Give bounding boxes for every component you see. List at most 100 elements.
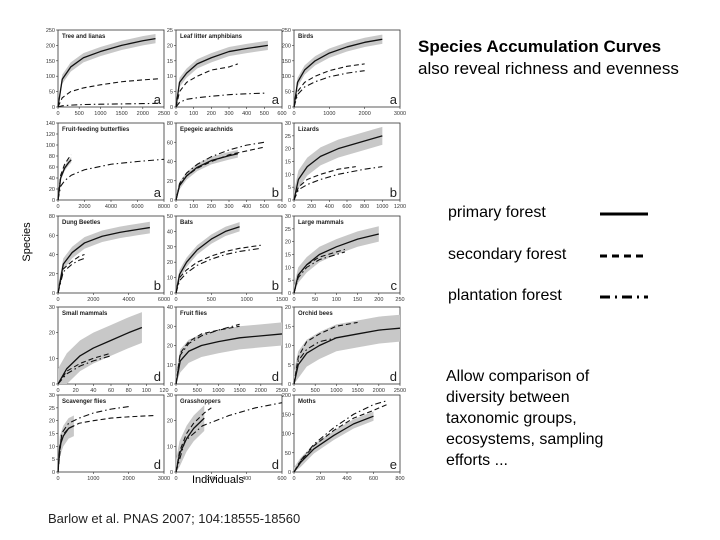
x-tick-label: 1200 — [394, 204, 406, 210]
panel-letter: a — [272, 92, 280, 107]
panel-letter: d — [154, 369, 161, 384]
y-tick-label: 0 — [52, 198, 55, 204]
dashdot-series-line — [175, 247, 261, 294]
x-tick-label: 400 — [325, 204, 334, 210]
dashdot-line-swatch — [600, 295, 648, 299]
y-tick-label: 15 — [285, 324, 291, 330]
panel-letter: d — [154, 457, 161, 472]
panel: 0 50 100 150 200 250 0 1000 2000 3000 Birds a — [282, 28, 406, 117]
y-tick-label: 50 — [285, 90, 291, 96]
x-tick-label: 60 — [108, 388, 114, 394]
y-tick-label: 25 — [285, 134, 291, 140]
x-tick-label: 600 — [277, 204, 286, 210]
confidence-band — [294, 34, 383, 108]
dashed-series-line — [293, 404, 387, 473]
y-tick-label: 20 — [49, 419, 55, 425]
y-tick-label: 20 — [167, 43, 173, 49]
panel: 0 10 20 30 40 0 500 1000 1500 2000 2500 Fruit flies… — [167, 305, 288, 394]
dashdot-series-line — [175, 141, 265, 201]
y-tick-label: 0 — [288, 291, 291, 297]
y-tick-label: 0 — [170, 470, 173, 476]
y-tick-label: 20 — [49, 331, 55, 337]
solid-series-line — [293, 135, 383, 201]
dashed-line-swatch — [600, 254, 648, 258]
y-tick-label: 0 — [170, 382, 173, 388]
y-tick-label: 10 — [167, 74, 173, 80]
dashed-series-line — [293, 166, 356, 201]
x-tick-label: 2000 — [255, 388, 267, 394]
panel: 0 5 10 15 20 25 30 0 50 100 150 200 250 Large mammals… — [285, 214, 405, 303]
panel: 0 50 100 150 200 0 200 400 600 800 Moths e — [282, 393, 405, 482]
y-tick-label: 0 — [288, 470, 291, 476]
x-tick-label: 100 — [142, 388, 151, 394]
y-tick-label: 20 — [167, 419, 173, 425]
panel-letter: a — [390, 92, 398, 107]
x-tick-label: 500 — [207, 297, 216, 303]
solid-series-line — [175, 226, 240, 294]
legend-label: secondary forest — [448, 246, 567, 263]
x-tick-label: 6000 — [131, 204, 143, 210]
y-tick-label: 20 — [49, 272, 55, 278]
legend-secondary-forest: secondary forest — [448, 244, 708, 268]
solid-series-line — [57, 37, 156, 108]
x-tick-label: 0 — [174, 388, 177, 394]
legend-plantation-forest: plantation forest — [448, 285, 708, 309]
y-tick-label: 10 — [285, 265, 291, 271]
dashed-series-line — [293, 63, 365, 108]
x-tick-label: 3000 — [394, 111, 406, 117]
confidence-band — [58, 312, 142, 384]
x-tick-label: 40 — [90, 388, 96, 394]
dashdot-series-line — [175, 323, 240, 385]
y-tick-label: 5 — [288, 363, 291, 369]
panel: 0 10 20 30 0 20 40 60 80 100 120 Small mammals d — [49, 305, 169, 394]
x-tick-label: 1000 — [330, 388, 342, 394]
panel-title: Dung Beetles — [62, 220, 101, 226]
x-tick-label: 20 — [73, 388, 79, 394]
y-tick-label: 30 — [285, 214, 291, 220]
dashed-series-line — [175, 407, 212, 473]
panel: 0 20 40 60 80 100 120 140 0 2000 4000 6000 8000 Fruit… — [46, 121, 170, 210]
panel-title: Moths — [298, 399, 316, 405]
panel: 0 5 10 15 20 25 0 100 200 300 400 500 600 Leaf litter… — [167, 28, 287, 117]
dashdot-series-line — [293, 251, 346, 294]
y-tick-label: 200 — [282, 43, 291, 49]
panel: 0 20 40 60 80 0 2000 4000 6000 Dung Beetles b — [49, 214, 170, 303]
x-tick-label: 4000 — [123, 297, 135, 303]
panel: 0 10 20 30 0 200 400 600 Grasshoppers d — [167, 393, 287, 482]
y-tick-label: 100 — [282, 74, 291, 80]
panel-title: Fruit flies — [180, 311, 208, 317]
panel-letter: b — [154, 278, 161, 293]
x-tick-label: 0 — [174, 476, 177, 482]
solid-series-line — [57, 159, 72, 201]
x-tick-label: 300 — [224, 111, 233, 117]
dashdot-series-line — [175, 92, 265, 108]
y-tick-label: 20 — [49, 187, 55, 193]
y-tick-label: 0 — [170, 105, 173, 111]
panel-letter: d — [390, 369, 397, 384]
y-tick-label: 5 — [170, 90, 173, 96]
x-tick-label: 0 — [56, 476, 59, 482]
solid-line-swatch — [600, 212, 648, 216]
solid-series-line — [57, 326, 143, 385]
y-tick-label: 40 — [167, 160, 173, 166]
dashdot-series-line — [57, 102, 160, 108]
x-tick-label: 600 — [277, 476, 286, 482]
panel-letter: d — [272, 369, 279, 384]
y-tick-label: 150 — [282, 412, 291, 418]
solid-series-line — [57, 226, 150, 294]
y-tick-label: 40 — [49, 253, 55, 259]
y-axis-label: Species — [21, 222, 33, 262]
y-tick-label: 0 — [170, 291, 173, 297]
y-tick-label: 10 — [285, 344, 291, 350]
panel-frame — [57, 394, 165, 473]
y-tick-label: 0 — [52, 105, 55, 111]
panel-letter: e — [390, 457, 397, 472]
dashdot-series-line — [293, 70, 365, 108]
y-tick-label: 40 — [49, 176, 55, 182]
x-tick-label: 800 — [360, 204, 369, 210]
legend-label: primary forest — [448, 204, 546, 221]
dashdot-series-line — [57, 257, 85, 294]
confidence-band — [58, 34, 156, 107]
dashed-series-line — [175, 244, 261, 294]
